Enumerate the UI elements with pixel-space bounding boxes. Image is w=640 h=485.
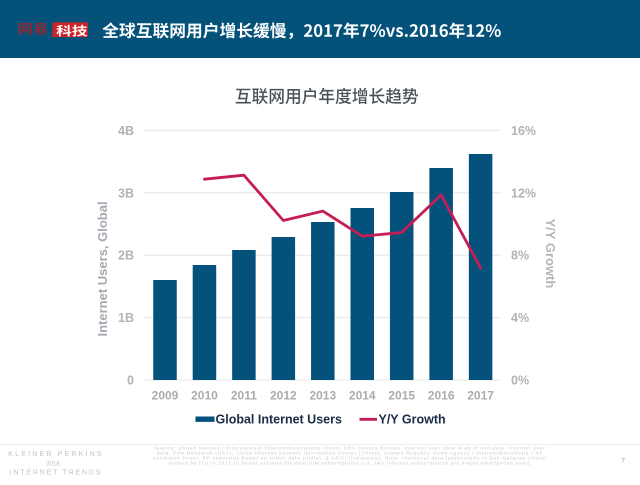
svg-text:8%: 8% <box>511 249 529 263</box>
svg-text:estimates (Iran). KP estimates: estimates (Iran). KP estimates based on … <box>153 455 546 461</box>
svg-text:Global Internet Users: Global Internet Users <box>216 413 342 427</box>
svg-text:2B: 2B <box>118 249 134 263</box>
svg-text:2016: 2016 <box>428 389 455 403</box>
svg-text:16%: 16% <box>511 124 536 138</box>
svg-text:2010: 2010 <box>191 389 218 403</box>
svg-text:INTERNET TRENDS: INTERNET TRENDS <box>10 469 102 476</box>
svg-text:12%: 12% <box>511 186 536 200</box>
svg-text:3B: 3B <box>118 186 134 200</box>
svg-text:Internet Users, Global: Internet Users, Global <box>95 201 110 336</box>
svg-text:7: 7 <box>621 458 625 465</box>
svg-text:Y/Y Growth: Y/Y Growth <box>543 219 558 289</box>
svg-text:KLEINER PERKINS: KLEINER PERKINS <box>8 451 104 458</box>
svg-text:2014: 2014 <box>349 389 376 403</box>
svg-text:2013: 2013 <box>309 389 336 403</box>
svg-text:2018: 2018 <box>46 461 60 467</box>
svg-text:0%: 0% <box>511 374 529 388</box>
svg-text:2011: 2011 <box>231 389 257 403</box>
svg-text:revised by ITU in 2017 to bett: revised by ITU in 2017 to better account… <box>168 460 533 466</box>
svg-text:2009: 2009 <box>152 389 179 403</box>
svg-text:Source: United Nations / Inter: Source: United Nations / International T… <box>154 446 545 452</box>
svg-text:4B: 4B <box>118 124 134 138</box>
svg-text:Y/Y Growth: Y/Y Growth <box>379 413 446 427</box>
svg-text:2015: 2015 <box>388 389 415 403</box>
svg-text:0: 0 <box>127 374 134 388</box>
svg-text:2012: 2012 <box>270 389 297 403</box>
svg-text:1B: 1B <box>118 311 134 325</box>
svg-text:4%: 4% <box>511 311 529 325</box>
svg-text:2017: 2017 <box>467 389 494 403</box>
svg-text:data: Pew Research (USA), Chin: data: Pew Research (USA), China Internet… <box>157 451 544 457</box>
